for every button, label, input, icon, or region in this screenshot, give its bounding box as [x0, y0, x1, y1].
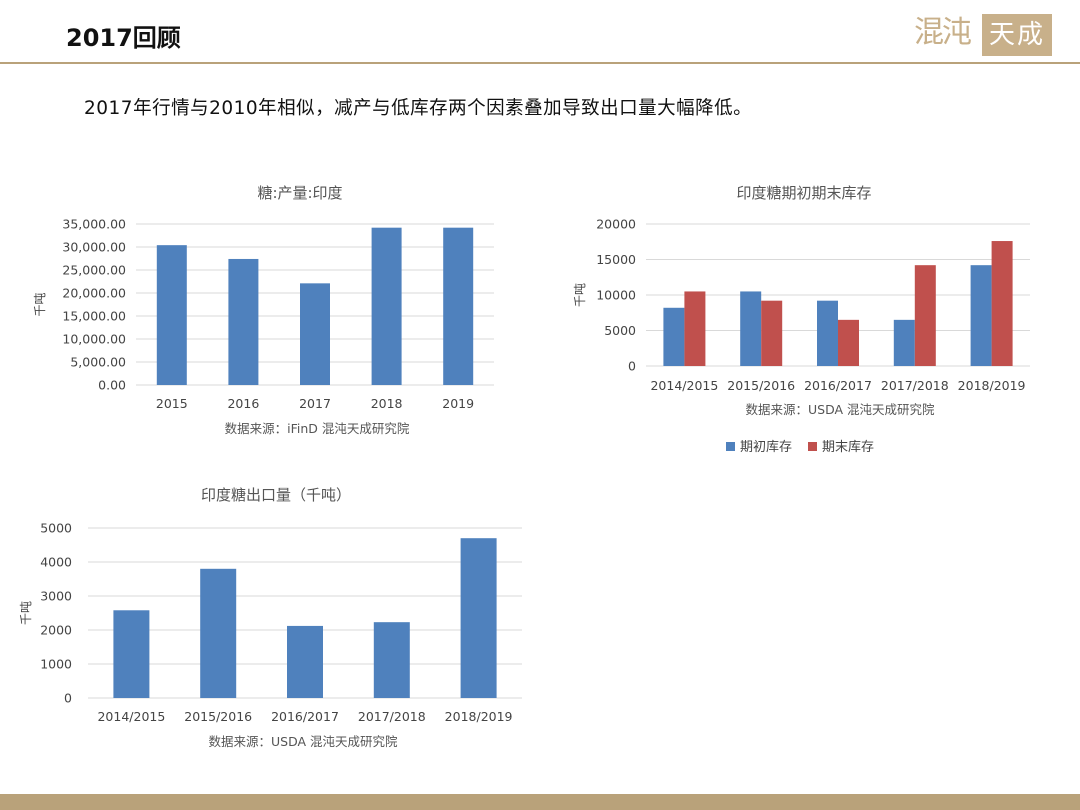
y-axis-label: 千吨: [19, 601, 33, 625]
x-tick-label: 2014/2015: [97, 709, 165, 724]
footer-bar: [0, 794, 1080, 810]
y-tick-label: 35,000.00: [62, 217, 126, 232]
y-tick-label: 20,000.00: [62, 286, 126, 301]
y-tick-label: 15000: [596, 252, 636, 267]
y-tick-label: 15,000.00: [62, 309, 126, 324]
legend-swatch: [726, 442, 735, 451]
x-tick-label: 2018/2019: [445, 709, 513, 724]
y-tick-label: 5,000.00: [70, 355, 126, 370]
intro-text: 2017年行情与2010年相似，减产与低库存两个因素叠加导致出口量大幅降低。: [84, 98, 753, 119]
x-tick-label: 2014/2015: [650, 378, 718, 393]
x-tick-label: 2015/2016: [184, 709, 252, 724]
x-tick-label: 2016/2017: [804, 378, 872, 393]
x-tick-label: 2016: [227, 396, 259, 411]
source-note: 数据来源：iFinD 混沌天成研究院: [225, 421, 410, 436]
bar: [228, 258, 259, 385]
x-tick-label: 2019: [442, 396, 474, 411]
bar: [684, 291, 706, 366]
logo-box-mark: 天成: [982, 14, 1052, 56]
bar: [914, 265, 936, 366]
bar: [761, 300, 783, 366]
logo-script-mark: 混沌: [914, 15, 972, 50]
bar: [300, 283, 330, 385]
x-tick-label: 2015/2016: [727, 378, 795, 393]
y-tick-label: 25,000.00: [62, 263, 126, 278]
brand-logo: 混沌 天成: [914, 10, 1052, 56]
india-sugar-production-chart: 糖:产量:印度 0.00 5,000.00 10,000.00 15,000.00 20,…: [33, 184, 494, 436]
india-sugar-export-chart: 印度糖出口量（千吨） 0 1000 2000 3000 4000 5000 千吨 2014/20…: [19, 486, 522, 749]
chart-title: 印度糖出口量（千吨）: [201, 486, 351, 504]
chart-title: 印度糖期初期末库存: [736, 184, 871, 202]
bar: [740, 291, 762, 366]
source-note: 数据来源：USDA 混沌天成研究院: [208, 734, 398, 749]
y-tick-label: 5000: [40, 521, 72, 536]
legend-swatch: [808, 442, 817, 451]
bar: [443, 227, 474, 385]
slide-title: 2017回顾: [66, 24, 181, 52]
y-tick-label: 1000: [40, 657, 72, 672]
legend-label: 期初库存: [740, 439, 792, 455]
y-axis-label: 千吨: [573, 283, 587, 307]
bar: [287, 625, 323, 698]
y-tick-label: 2000: [40, 623, 72, 638]
bar: [838, 319, 859, 366]
y-tick-label: 3000: [40, 589, 72, 604]
bar: [371, 227, 402, 385]
x-tick-label: 2018: [371, 396, 403, 411]
legend-label: 期末库存: [822, 439, 874, 455]
y-tick-label: 4000: [40, 555, 72, 570]
india-sugar-stock-chart: 印度糖期初期末库存 0 5000 10000 15000 20000 千吨 2014/2015…: [573, 184, 1030, 455]
x-tick-label: 2016/2017: [271, 709, 339, 724]
chart-title: 糖:产量:印度: [257, 184, 342, 202]
y-tick-label: 20000: [596, 217, 636, 232]
y-tick-label: 0: [628, 359, 636, 374]
bar: [156, 245, 187, 385]
y-axis-label: 千吨: [33, 292, 47, 316]
bar: [200, 568, 237, 698]
x-tick-label: 2015: [156, 396, 188, 411]
x-tick-label: 2017/2018: [881, 378, 949, 393]
x-tick-label: 2018/2019: [958, 378, 1026, 393]
bar: [373, 622, 410, 698]
bar: [970, 265, 992, 366]
x-tick-label: 2017/2018: [358, 709, 426, 724]
source-note: 数据来源：USDA 混沌天成研究院: [745, 402, 935, 417]
bar: [893, 319, 915, 366]
y-tick-label: 10000: [596, 288, 636, 303]
bar: [113, 610, 150, 698]
bar: [460, 538, 497, 698]
y-tick-label: 30,000.00: [62, 240, 126, 255]
header-divider: [0, 62, 1080, 64]
y-tick-label: 0: [64, 691, 72, 706]
bar: [817, 300, 838, 366]
slide-header: 2017回顾 混沌 天成: [0, 0, 1080, 64]
x-tick-label: 2017: [299, 396, 331, 411]
y-tick-label: 10,000.00: [62, 332, 126, 347]
y-tick-label: 0.00: [98, 378, 126, 393]
bar: [663, 307, 685, 366]
bar: [991, 241, 1013, 366]
y-tick-label: 5000: [604, 323, 636, 338]
